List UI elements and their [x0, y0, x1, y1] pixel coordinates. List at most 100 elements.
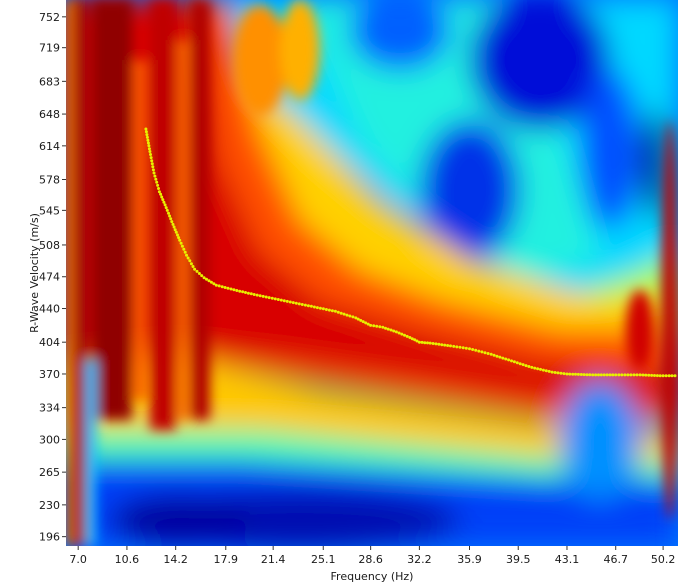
- curve-point: [297, 302, 301, 306]
- curve-point: [510, 359, 513, 363]
- curve-point: [327, 308, 331, 312]
- curve-point: [547, 369, 551, 373]
- curve-point: [144, 130, 148, 134]
- curve-point: [667, 374, 671, 378]
- curve-point: [186, 256, 190, 260]
- curve-point: [321, 307, 325, 311]
- curve-point: [145, 133, 149, 137]
- curve-point: [644, 373, 648, 377]
- curve-point: [336, 310, 340, 314]
- curve-point: [599, 373, 603, 377]
- curve-point: [154, 177, 158, 181]
- curve-point: [146, 138, 150, 142]
- curve-point: [324, 308, 328, 311]
- curve-point: [171, 222, 175, 226]
- curve-point: [486, 352, 490, 355]
- curve-point: [202, 276, 206, 280]
- curve-point: [238, 289, 242, 293]
- curve-point: [541, 368, 545, 372]
- y-tick-label: 719: [39, 42, 60, 55]
- curve-point: [629, 373, 633, 377]
- curve-point: [437, 342, 441, 346]
- curve-point: [258, 294, 262, 298]
- curve-point: [255, 293, 259, 297]
- curve-point: [536, 367, 540, 371]
- curve-point: [477, 349, 481, 353]
- curve-point: [200, 274, 204, 278]
- curve-point: [408, 336, 412, 339]
- y-tick-label: 440: [39, 303, 60, 316]
- curve-point: [417, 340, 421, 344]
- curve-point: [400, 332, 404, 336]
- y-tick-label: 196: [39, 531, 60, 544]
- curve-point: [565, 372, 569, 376]
- curve-point: [241, 290, 245, 294]
- curve-point: [653, 374, 656, 377]
- curve-point: [345, 313, 349, 317]
- curve-point: [544, 369, 548, 373]
- x-axis-label: Frequency (Hz): [331, 570, 414, 583]
- curve-point: [501, 356, 505, 360]
- curve-point: [635, 373, 639, 377]
- curve-point: [650, 373, 654, 377]
- curve-point: [405, 334, 409, 338]
- curve-point: [145, 135, 149, 139]
- curve-point: [413, 338, 417, 342]
- curve-point: [426, 341, 429, 345]
- curve-point: [279, 298, 283, 302]
- curve-point: [638, 373, 642, 377]
- heatmap-field: [66, 0, 678, 546]
- curve-point: [605, 373, 609, 377]
- curve-point: [556, 371, 560, 375]
- curve-point: [306, 304, 310, 308]
- curve-point: [389, 328, 393, 332]
- curve-point: [205, 277, 208, 281]
- curve-point: [655, 374, 659, 378]
- curve-point: [273, 297, 277, 301]
- x-tick-labels: 7.0 10.6 14.2 17.9 21.4 25.1 28.6 32.2 35.9 39.5 4…: [69, 546, 675, 566]
- curve-point: [276, 298, 280, 301]
- curve-point: [530, 365, 534, 369]
- curve-point: [452, 344, 456, 348]
- curve-point: [300, 303, 304, 306]
- y-tick-label: 300: [39, 433, 60, 446]
- y-axis-label: R-Wave Velocity (m/s): [28, 213, 41, 333]
- y-tick-label: 370: [39, 368, 60, 381]
- curve-point: [632, 373, 636, 377]
- curve-point: [585, 373, 589, 377]
- curve-point: [285, 299, 289, 303]
- curve-point: [177, 236, 181, 240]
- curve-point: [515, 361, 519, 365]
- curve-point: [246, 291, 250, 295]
- curve-point: [150, 162, 154, 166]
- curve-point: [495, 354, 499, 358]
- curve-point: [161, 198, 165, 202]
- curve-point: [165, 208, 169, 212]
- curve-point: [568, 372, 572, 376]
- curve-point: [282, 299, 286, 303]
- curve-point: [527, 365, 531, 368]
- curve-point: [397, 331, 401, 335]
- curve-point: [147, 147, 151, 151]
- curve-point: [474, 348, 478, 352]
- curve-point: [149, 153, 152, 156]
- curve-point: [147, 144, 151, 148]
- curve-point: [249, 292, 253, 296]
- curve-point: [670, 374, 674, 378]
- curve-point: [428, 341, 432, 345]
- curve-point: [209, 280, 213, 284]
- curve-point: [394, 330, 398, 334]
- curve-point: [434, 342, 438, 346]
- curve-point: [574, 372, 577, 376]
- curve-point: [446, 344, 450, 347]
- curve-point: [185, 253, 188, 257]
- curve-point: [270, 296, 274, 300]
- curve-point: [372, 324, 376, 328]
- curve-point: [620, 373, 624, 377]
- curve-point: [415, 339, 419, 343]
- curve-point: [521, 363, 525, 367]
- curve-point: [146, 141, 150, 145]
- y-tick-label: 545: [39, 204, 60, 217]
- curve-point: [369, 323, 373, 327]
